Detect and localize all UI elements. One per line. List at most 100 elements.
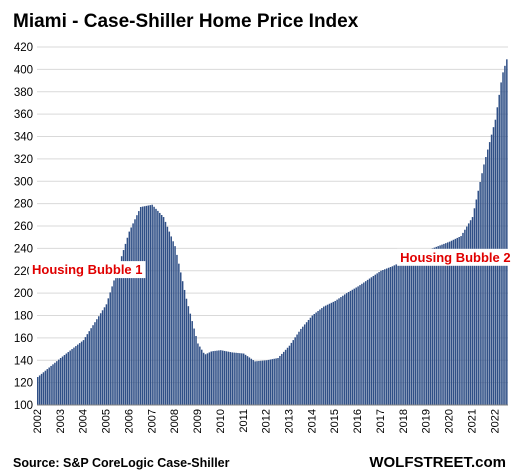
- bar: [292, 340, 295, 405]
- bar: [227, 351, 230, 405]
- x-tick-label: 2017: [375, 409, 387, 433]
- bar: [380, 270, 382, 405]
- bar: [445, 243, 447, 405]
- bar: [105, 304, 108, 405]
- bar: [202, 352, 205, 405]
- bar: [302, 326, 304, 405]
- bar: [298, 331, 300, 405]
- bar: [86, 334, 89, 405]
- x-tick-labels: 2002 2003 2004 2005 2006 2007 2008 2009 2010 2011…: [32, 409, 501, 433]
- bar: [368, 278, 371, 405]
- bar: [59, 358, 62, 405]
- bar: [141, 206, 144, 405]
- bar: [103, 307, 106, 405]
- x-tick-label: 2016: [352, 409, 364, 433]
- y-tick-label: 260: [14, 221, 33, 233]
- bar: [248, 357, 251, 405]
- bar: [441, 244, 443, 405]
- bar: [319, 309, 321, 405]
- bar: [237, 352, 239, 405]
- bar: [467, 223, 470, 405]
- bar: [265, 360, 268, 405]
- bar: [147, 205, 150, 405]
- bar: [309, 317, 312, 405]
- bar: [460, 236, 462, 405]
- source-note: Source: S&P CoreLogic Case-Shiller: [13, 456, 230, 470]
- bar: [359, 285, 361, 405]
- x-tick-label: 2008: [169, 409, 181, 433]
- bar: [427, 249, 430, 405]
- bar: [250, 358, 253, 405]
- y-tick-label: 280: [14, 199, 33, 211]
- bar: [330, 302, 333, 405]
- bar: [61, 356, 64, 405]
- bar: [307, 319, 310, 405]
- bar: [174, 246, 176, 405]
- bar: [269, 359, 272, 405]
- bar: [239, 353, 241, 405]
- bar: [78, 343, 81, 405]
- bar: [431, 248, 434, 406]
- bar: [288, 345, 291, 405]
- bar: [119, 262, 121, 405]
- bar: [342, 295, 344, 405]
- x-tick-label: 2011: [238, 409, 250, 433]
- bar: [351, 289, 354, 405]
- bar: [162, 217, 165, 405]
- bar: [349, 290, 352, 405]
- bar: [120, 256, 123, 405]
- y-tick-label: 340: [14, 132, 33, 144]
- bar: [433, 247, 436, 405]
- bar: [40, 373, 43, 405]
- bar: [500, 82, 502, 406]
- bar: [92, 325, 94, 405]
- bar: [134, 219, 136, 405]
- bar: [479, 182, 481, 405]
- bar: [395, 264, 397, 405]
- bar: [384, 269, 386, 405]
- y-tick-label: 300: [14, 176, 33, 188]
- bar: [446, 242, 449, 405]
- y-tick-label: 160: [14, 333, 33, 345]
- annotation-background: [397, 248, 512, 266]
- bar: [410, 257, 413, 405]
- bar: [340, 297, 342, 405]
- bar: [420, 253, 422, 405]
- bar: [300, 328, 302, 405]
- bar: [439, 245, 441, 405]
- bar: [96, 319, 98, 405]
- x-tick-label: 2018: [398, 409, 410, 433]
- bar: [303, 324, 306, 405]
- bar: [82, 340, 85, 405]
- bar: [65, 353, 68, 405]
- y-tick-label: 220: [14, 266, 33, 278]
- bar: [214, 350, 216, 405]
- bar: [313, 314, 315, 405]
- bar: [90, 328, 92, 405]
- bar: [469, 220, 472, 405]
- bar: [323, 306, 325, 405]
- bar: [136, 215, 138, 405]
- y-tick-label: 120: [14, 378, 33, 390]
- bar: [42, 372, 45, 405]
- bar: [260, 360, 262, 405]
- bar: [450, 240, 453, 405]
- bar: [448, 241, 451, 405]
- bar: [69, 350, 71, 405]
- bar: [296, 334, 298, 405]
- bar: [223, 350, 226, 405]
- bar: [242, 353, 245, 405]
- bar: [397, 263, 399, 405]
- bar: [73, 347, 75, 405]
- annotation-label: Housing Bubble 1: [32, 262, 143, 277]
- bar: [414, 256, 417, 405]
- bar: [355, 287, 357, 405]
- bar: [56, 361, 58, 405]
- bar: [115, 274, 117, 405]
- bar: [52, 364, 54, 405]
- x-tick-label: 2002: [32, 409, 44, 433]
- bar: [113, 280, 115, 405]
- x-tick-label: 2010: [215, 409, 227, 433]
- bar: [273, 358, 275, 405]
- bar: [178, 263, 180, 405]
